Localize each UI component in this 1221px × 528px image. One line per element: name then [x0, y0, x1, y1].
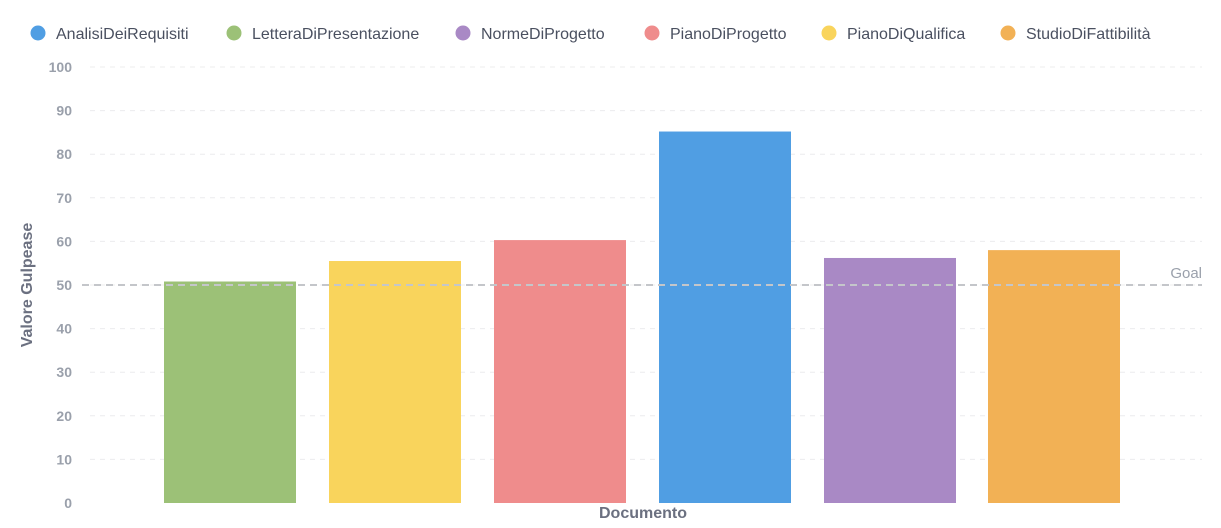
legend: AnalisiDeiRequisiti LetteraDiPresentazion… [30, 25, 1151, 44]
bar[interactable] [329, 261, 461, 503]
legend-item[interactable]: NormeDiProgetto [455, 25, 605, 44]
legend-label: PianoDiProgetto [670, 26, 787, 43]
legend-swatch [226, 25, 242, 41]
x-axis-title: Documento [599, 505, 687, 522]
legend-swatch [644, 25, 660, 41]
y-tick-label: 10 [56, 451, 72, 467]
legend-label: AnalisiDeiRequisiti [56, 26, 189, 43]
legend-label: NormeDiProgetto [481, 26, 605, 43]
y-tick-label: 100 [49, 59, 73, 75]
y-tick-label: 80 [56, 146, 72, 162]
y-tick-label: 20 [56, 408, 72, 424]
bar[interactable] [494, 240, 626, 504]
y-axis-title: Valore Gulpease [19, 223, 36, 348]
y-tick-label: 90 [56, 103, 72, 119]
legend-label: StudioDiFattibilità [1026, 26, 1151, 43]
y-tick-label: 30 [56, 364, 72, 380]
bar[interactable] [824, 257, 956, 503]
goal-line-group: Goal [82, 265, 1202, 286]
legend-item[interactable]: LetteraDiPresentazione [226, 25, 420, 44]
bar[interactable] [988, 250, 1120, 503]
y-tick-label: 50 [56, 277, 72, 293]
y-tick-label: 70 [56, 190, 72, 206]
legend-swatch [821, 25, 837, 41]
y-tick-label: 0 [64, 495, 72, 511]
bar[interactable] [164, 281, 296, 503]
legend-swatch [30, 25, 46, 41]
y-tick-label: 60 [56, 233, 72, 249]
legend-swatch [1000, 25, 1016, 41]
goal-label: Goal [1170, 265, 1202, 282]
legend-item[interactable]: StudioDiFattibilità [1000, 25, 1151, 44]
legend-item[interactable]: PianoDiQualifica [821, 25, 966, 44]
y-axis-ticks: 0 10 20 30 40 50 60 70 80 90 100 [49, 59, 73, 511]
legend-item[interactable]: PianoDiProgetto [644, 25, 787, 44]
bar[interactable] [659, 131, 791, 503]
y-tick-label: 40 [56, 321, 72, 337]
legend-label: LetteraDiPresentazione [252, 26, 419, 43]
legend-label: PianoDiQualifica [847, 26, 965, 43]
bars [164, 131, 1120, 504]
legend-item[interactable]: AnalisiDeiRequisiti [30, 25, 189, 44]
legend-swatch [455, 25, 471, 41]
